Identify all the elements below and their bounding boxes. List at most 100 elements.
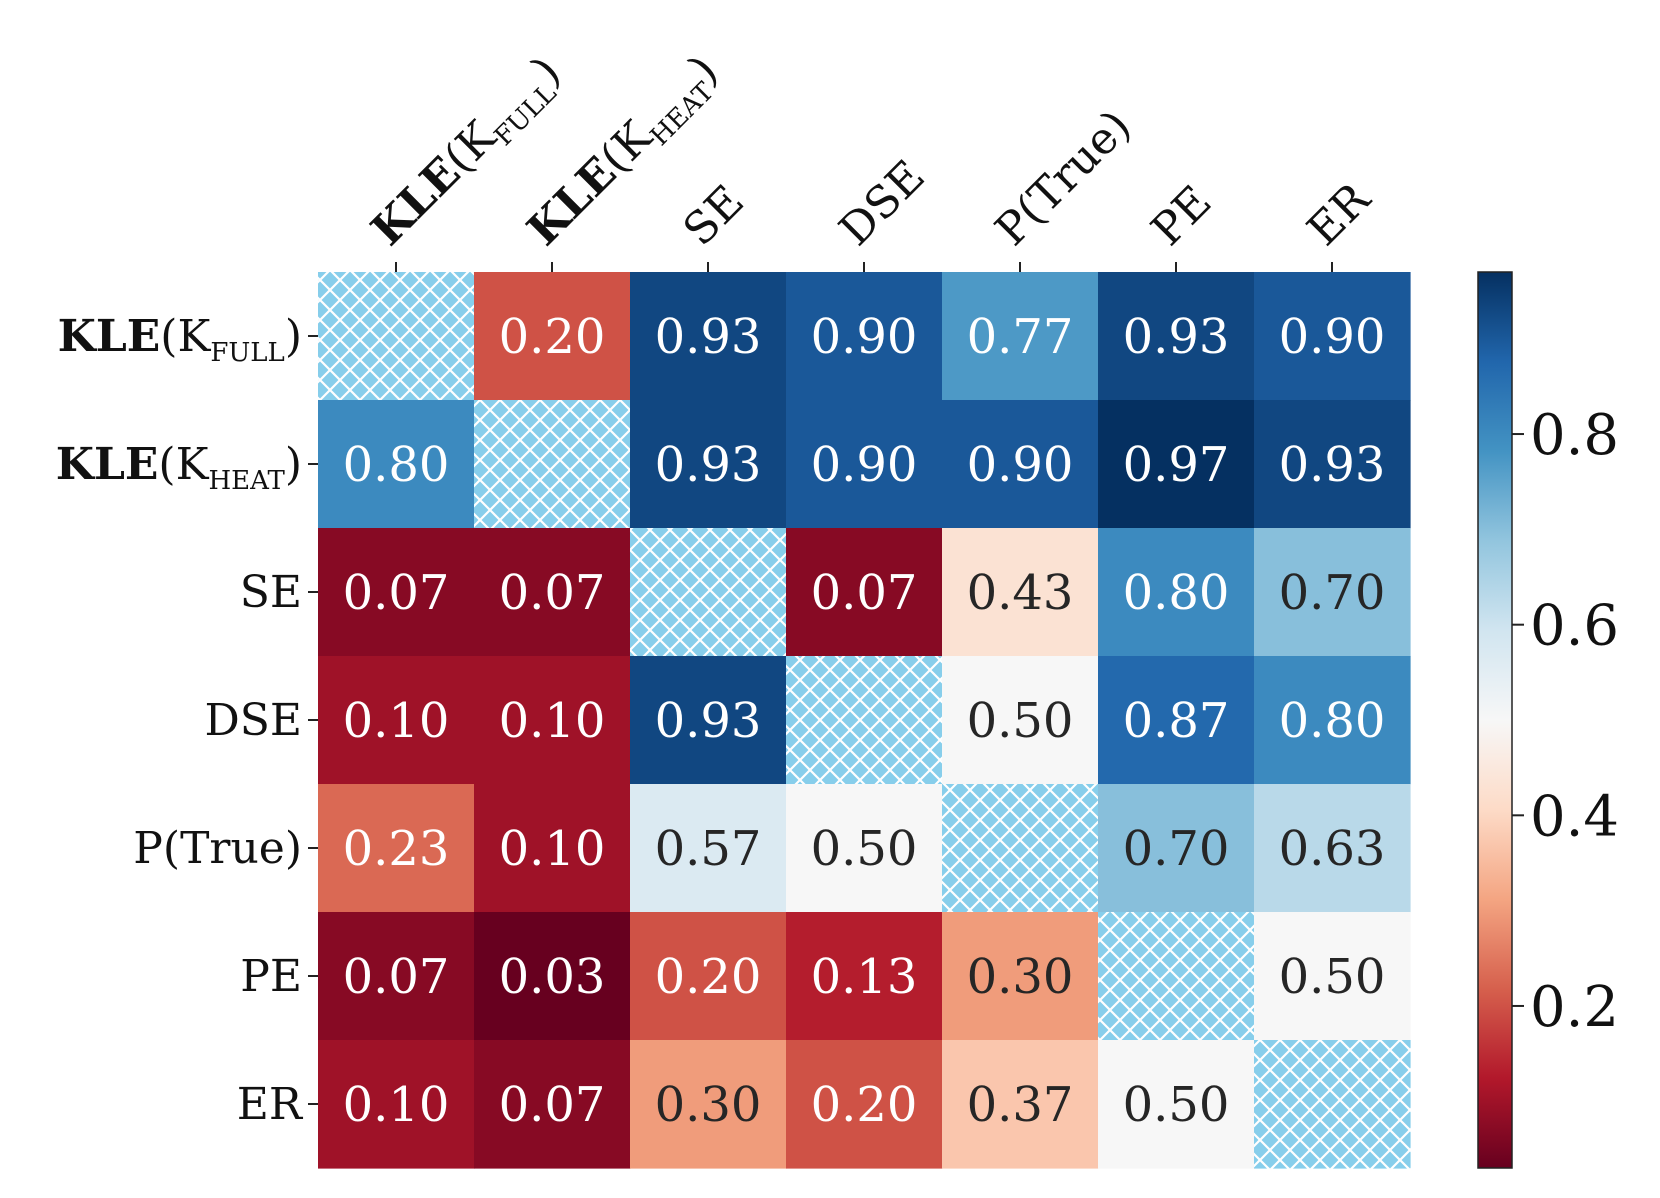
cell-value-label: 0.50 xyxy=(967,693,1074,749)
label-plain-part: PE xyxy=(240,951,302,1002)
cell-value-label: 0.43 xyxy=(967,565,1074,621)
label-plain-part: ER xyxy=(237,1079,304,1130)
heatmap-cell-diagonal xyxy=(318,272,475,401)
heatmap-cell xyxy=(630,400,787,529)
cell-value-label: 0.13 xyxy=(811,949,918,1005)
heatmap-cell xyxy=(1098,272,1255,401)
cell-value-label: 0.23 xyxy=(343,821,450,877)
y-tick-label: DSE xyxy=(204,695,302,746)
label-close-part: ) xyxy=(285,439,302,490)
heatmap-cell xyxy=(630,912,787,1041)
cell-value-label: 0.10 xyxy=(499,821,606,877)
colorbar-tick-label: 0.2 xyxy=(1530,975,1619,1040)
heatmap-cell xyxy=(786,912,943,1041)
label-plain-part: P(True) xyxy=(133,823,302,874)
heatmap-cell xyxy=(474,528,631,657)
x-tick-label: PE xyxy=(1142,176,1222,256)
label-bold-part: KLE xyxy=(56,439,159,490)
heatmap-cell xyxy=(1098,1040,1255,1169)
y-tick-label: PE xyxy=(240,951,302,1002)
cell-value-label: 0.20 xyxy=(811,1077,918,1133)
heatmap-cell xyxy=(786,272,943,401)
cell-value-label: 0.80 xyxy=(343,437,450,493)
heatmap-cell-diagonal xyxy=(942,784,1099,913)
heatmap-cells xyxy=(318,272,1411,1169)
cell-value-label: 0.93 xyxy=(655,309,762,365)
colorbar-frame xyxy=(1477,271,1513,1169)
heatmap-cell xyxy=(786,528,943,657)
colorbar-gradient xyxy=(1478,272,1512,1168)
heatmap-cell xyxy=(318,1040,475,1169)
label-plain-part: SE xyxy=(674,176,754,256)
heatmap-cell xyxy=(1254,784,1411,913)
heatmap-cell xyxy=(630,272,787,401)
heatmap-cell xyxy=(630,784,787,913)
cell-value-label: 0.30 xyxy=(967,949,1074,1005)
cell-value-label: 0.70 xyxy=(1279,565,1386,621)
cell-value-label: 0.57 xyxy=(655,821,762,877)
heatmap-cell xyxy=(318,784,475,913)
colorbar-tick-label: 0.6 xyxy=(1530,594,1619,659)
heatmap-cell xyxy=(942,400,1099,529)
heatmap-cell xyxy=(1254,272,1411,401)
cell-value-label: 0.90 xyxy=(967,437,1074,493)
heatmap-cell xyxy=(318,656,475,785)
cell-value-label: 0.20 xyxy=(499,309,606,365)
cell-value-label: 0.07 xyxy=(811,565,918,621)
cell-value-label: 0.37 xyxy=(967,1077,1074,1133)
heatmap-cell xyxy=(1098,656,1255,785)
heatmap-cell xyxy=(630,656,787,785)
cell-value-label: 0.10 xyxy=(343,693,450,749)
label-plain-part: (K xyxy=(160,311,211,362)
x-tick-label: ER xyxy=(1298,172,1382,256)
cell-value-label: 0.93 xyxy=(1123,309,1230,365)
cell-value-label: 0.10 xyxy=(343,1077,450,1133)
cell-value-label: 0.50 xyxy=(1279,949,1386,1005)
heatmap-cell-diagonal xyxy=(1098,912,1255,1041)
cell-value-label: 0.77 xyxy=(967,309,1074,365)
cell-value-label: 0.63 xyxy=(1279,821,1386,877)
label-plain-part: SE xyxy=(240,567,302,618)
cell-value-label: 0.93 xyxy=(655,437,762,493)
cell-value-label: 0.80 xyxy=(1279,693,1386,749)
label-subscript: FULL xyxy=(210,338,284,368)
cell-value-label: 0.03 xyxy=(499,949,606,1005)
x-tick-label: SE xyxy=(674,176,754,256)
heatmap-cell xyxy=(1098,784,1255,913)
y-tick-label: KLE(KHEAT) xyxy=(56,439,302,496)
colorbar: 0.2 0.4 0.6 0.8 xyxy=(1477,271,1619,1169)
label-plain-part: PE xyxy=(1142,176,1222,256)
cell-value-label: 0.93 xyxy=(655,693,762,749)
y-tick-label: SE xyxy=(240,567,302,618)
heatmap-cell xyxy=(474,656,631,785)
label-plain-part: (K xyxy=(158,439,209,490)
heatmap-cell-diagonal xyxy=(474,400,631,529)
cell-value-label: 0.20 xyxy=(655,949,762,1005)
heatmap-cell xyxy=(786,1040,943,1169)
heatmap-cell xyxy=(474,1040,631,1169)
colorbar-tick-label: 0.4 xyxy=(1530,784,1619,849)
cell-value-label: 0.97 xyxy=(1123,437,1230,493)
y-tick-label: KLE(KFULL) xyxy=(58,311,302,368)
heatmap-cell xyxy=(942,1040,1099,1169)
heatmap-cell xyxy=(942,272,1099,401)
heatmap-cell xyxy=(1098,528,1255,657)
cell-value-label: 0.50 xyxy=(1123,1077,1230,1133)
heatmap-cell-diagonal xyxy=(786,656,943,785)
heatmap-cell xyxy=(1254,528,1411,657)
cell-value-label: 0.10 xyxy=(499,693,606,749)
heatmap-cell xyxy=(1254,912,1411,1041)
label-plain-part: DSE xyxy=(204,695,302,746)
x-axis-labels: KLE(KFULL)KLE(KHEAT)SE DSE P(True) PE ER xyxy=(362,46,1382,272)
heatmap-cell xyxy=(630,1040,787,1169)
heatmap-cell xyxy=(786,784,943,913)
label-bold-part: KLE xyxy=(58,311,161,362)
cell-value-label: 0.87 xyxy=(1123,693,1230,749)
cell-value-label: 0.07 xyxy=(343,565,450,621)
label-subscript: HEAT xyxy=(208,466,285,496)
cell-value-label: 0.70 xyxy=(1123,821,1230,877)
colorbar-tick-label: 0.8 xyxy=(1530,403,1619,468)
heatmap-cell xyxy=(1098,400,1255,529)
